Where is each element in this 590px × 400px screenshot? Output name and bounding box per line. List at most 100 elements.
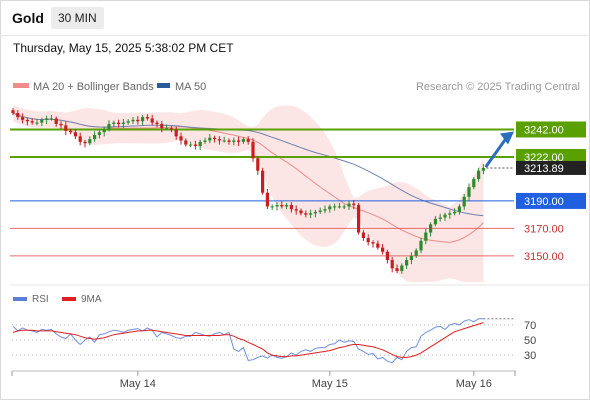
candle-body — [333, 206, 337, 208]
candle-body — [337, 206, 341, 208]
candle-body — [21, 117, 25, 120]
research-credit: Research © 2025 Trading Central — [416, 81, 580, 93]
candle-body — [141, 117, 145, 122]
ma50-line — [12, 112, 484, 217]
candle-body — [385, 251, 389, 261]
candle-body — [217, 139, 221, 141]
candle-body — [299, 210, 303, 214]
candle-body — [477, 170, 481, 179]
candle-body — [160, 123, 164, 129]
candle-body — [54, 118, 58, 124]
candle-body — [405, 260, 409, 266]
x-axis-ticks: May 14 May 15 May 16 — [11, 371, 516, 390]
candle-body — [78, 136, 82, 142]
candle-body — [467, 187, 471, 197]
main-legend: MA 20 + Bollinger Bands MA 50 Research ©… — [13, 81, 580, 93]
ma20-legend-swatch — [13, 83, 29, 88]
candle-body — [165, 128, 169, 130]
candle-body — [285, 205, 289, 207]
candle-body — [150, 118, 154, 123]
candle-body — [145, 117, 149, 119]
rsi-tick-label-1: 50 — [524, 335, 536, 347]
candle-body — [453, 211, 457, 214]
candle-body — [112, 122, 116, 124]
annotations — [484, 131, 514, 168]
candle-body — [222, 140, 226, 142]
candle-body — [251, 141, 255, 159]
candle-body — [246, 139, 250, 142]
level-label-0: 3242.00 — [524, 124, 564, 136]
candle-body — [443, 214, 447, 218]
candle-body — [64, 125, 68, 131]
candle-body — [117, 122, 121, 124]
ma50-legend-label: MA 50 — [175, 81, 206, 93]
last-price-label: 3213.89 — [524, 163, 564, 175]
candle-body — [328, 206, 332, 210]
header-divider — [0, 35, 590, 36]
symbol-title: Gold — [12, 10, 44, 26]
rsi-legend-label: RSI — [32, 294, 49, 305]
candle-body — [203, 140, 207, 142]
candle-body — [347, 203, 351, 207]
projection-arrow-shaft — [484, 136, 508, 168]
candle-body — [93, 134, 97, 140]
candle-body — [342, 206, 346, 208]
candle-body — [289, 205, 293, 210]
candle-body — [318, 210, 322, 212]
candle-body — [136, 119, 140, 122]
candle-body — [35, 122, 39, 124]
candle-body — [88, 139, 92, 144]
candle-body — [352, 203, 356, 206]
candle-body — [419, 240, 423, 251]
candle-body — [357, 205, 361, 233]
candle-body — [155, 122, 159, 124]
candle-body — [366, 238, 370, 243]
candle-body — [40, 119, 44, 123]
candle-body — [49, 118, 53, 120]
candle-body — [198, 141, 202, 146]
ma20-legend-label: MA 20 + Bollinger Bands — [33, 81, 154, 93]
rsi-9ma-line — [12, 322, 484, 358]
candle-body — [381, 247, 385, 252]
candle-body — [424, 232, 428, 241]
candle-body — [429, 224, 433, 233]
level-label-3: 3170.00 — [524, 223, 564, 235]
candle-body — [462, 196, 466, 207]
candle-body — [294, 209, 298, 211]
rsi-panel: 70 50 30 — [12, 318, 536, 364]
candle-body — [11, 110, 15, 113]
candle-body — [448, 213, 452, 215]
candle-body — [121, 122, 125, 124]
candle-body — [213, 137, 217, 140]
level-label-4: 3150.00 — [524, 251, 564, 263]
price-levels: 3242.003222.003190.003170.003150.003213.… — [10, 121, 586, 263]
candle-body — [275, 205, 279, 207]
candle-body — [169, 128, 173, 130]
ma50-legend-swatch — [157, 83, 170, 88]
timeframe-button[interactable]: 30 MIN — [51, 7, 104, 29]
candle-body — [16, 112, 20, 118]
candle-body — [208, 137, 212, 141]
candle-body — [184, 140, 188, 145]
candle-body — [400, 265, 404, 272]
level-badge-2 — [516, 192, 586, 209]
candle-body — [126, 121, 130, 123]
candle-body — [390, 260, 394, 269]
candle-body — [280, 205, 284, 207]
candle-body — [304, 213, 308, 215]
candle-body — [69, 130, 73, 133]
rsi-legend-swatch — [13, 297, 27, 301]
candle-body — [472, 178, 476, 188]
candle-body — [438, 217, 442, 219]
candle-body — [241, 139, 245, 142]
candle-body — [265, 192, 269, 207]
candle-body — [313, 211, 317, 214]
candlesticks — [11, 108, 485, 274]
candle-body — [361, 232, 365, 239]
rsi-9ma-legend-label: 9MA — [81, 294, 102, 305]
candle-body — [97, 132, 101, 135]
candle-body — [107, 123, 111, 130]
candle-body — [481, 167, 485, 171]
candle-body — [371, 242, 375, 244]
